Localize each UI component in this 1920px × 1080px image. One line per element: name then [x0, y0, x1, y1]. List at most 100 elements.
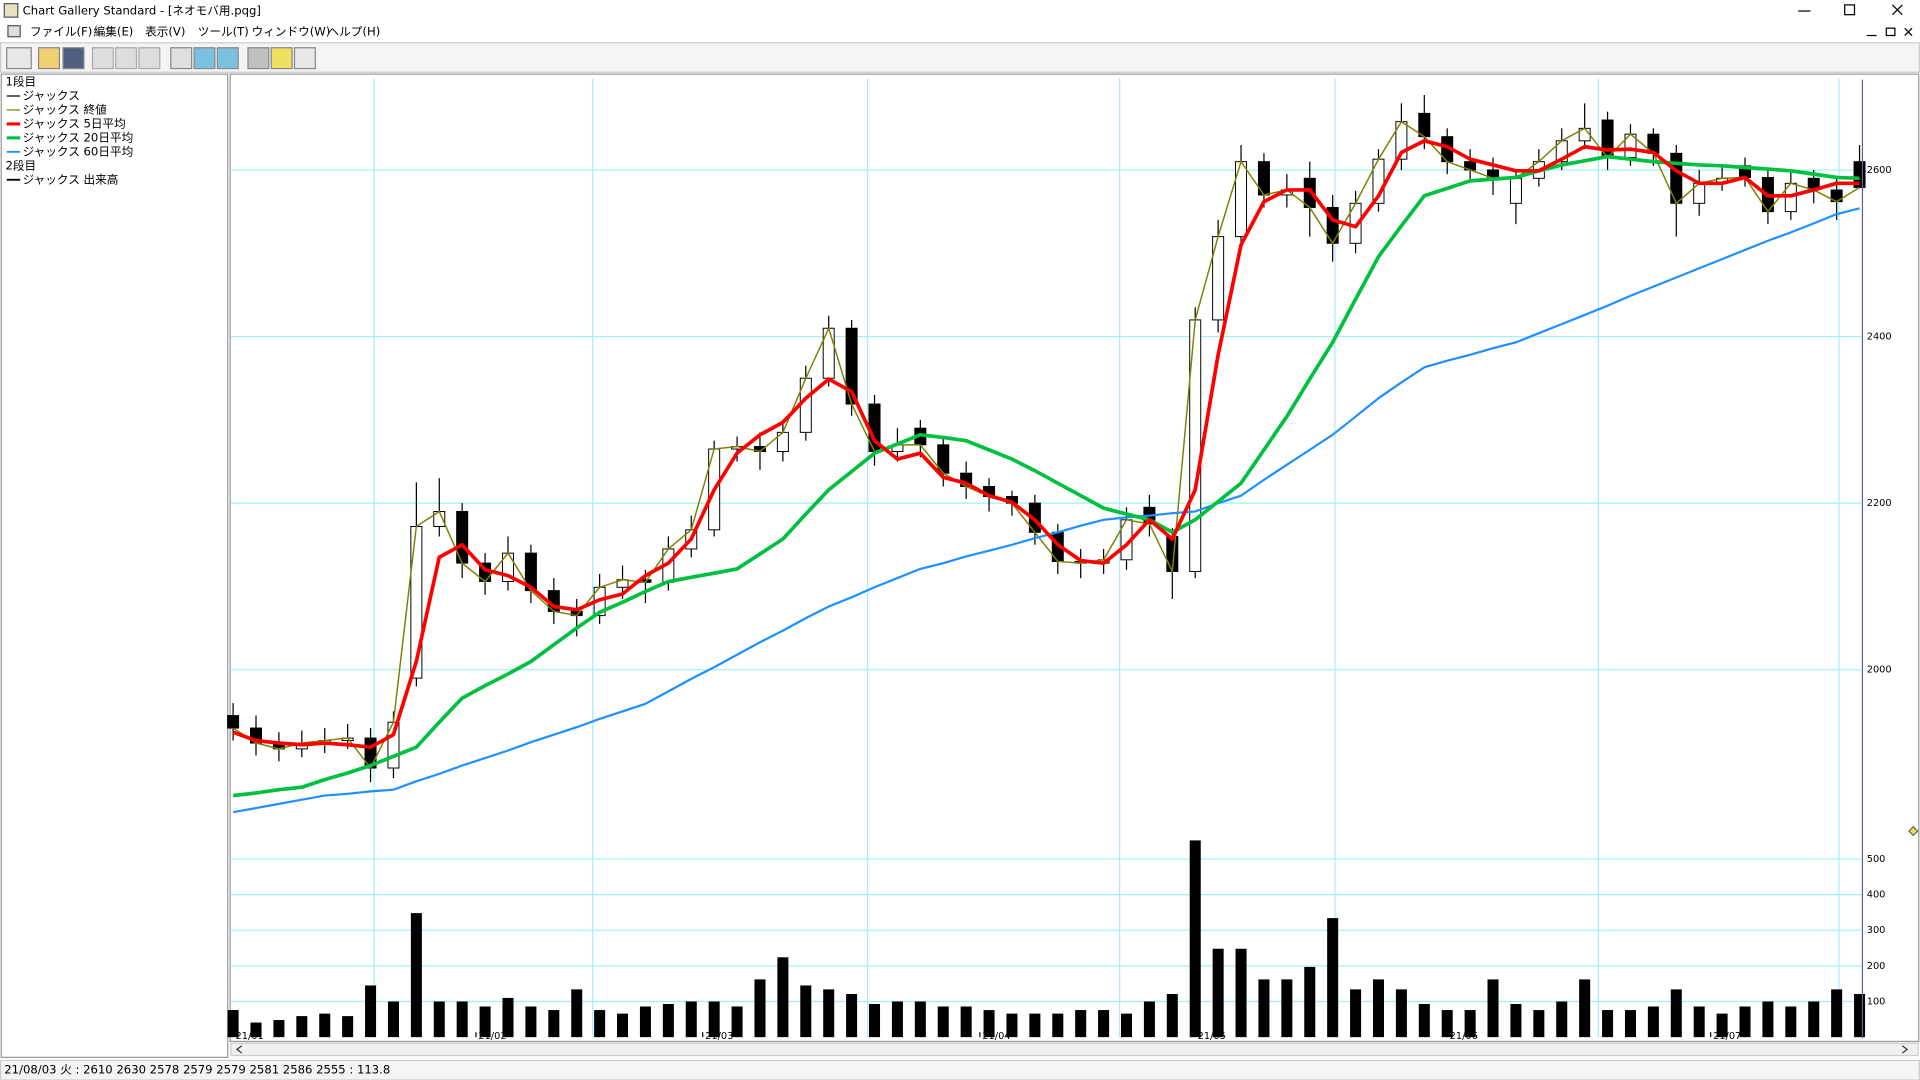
volume-bar	[617, 1013, 629, 1038]
volume-bar	[1510, 1003, 1522, 1038]
scroll-right[interactable]	[1901, 1045, 1909, 1054]
scrollbar[interactable]	[230, 1042, 1919, 1057]
volume-bar	[250, 1022, 262, 1038]
volume-bar	[479, 1006, 491, 1038]
toolbar-button[interactable]	[37, 47, 60, 70]
mdi-close[interactable]	[1904, 27, 1913, 36]
volume-bar	[960, 1006, 972, 1038]
volume-bar	[1189, 840, 1201, 1038]
volume-bar	[456, 1001, 468, 1038]
volume-bar	[1143, 1001, 1155, 1038]
legend-label: 1段目	[6, 75, 37, 89]
volume-bar	[1350, 989, 1362, 1038]
x-tick-label: 21/02	[478, 1031, 506, 1042]
menu-item[interactable]: ウィンドウ(W)	[252, 24, 331, 38]
legend-label: ジャックス 終値	[23, 102, 108, 116]
toolbar-button[interactable]	[91, 47, 114, 70]
volume-tick-label: 500	[1867, 854, 1886, 865]
legend-panel	[0, 73, 229, 1058]
volume-bar	[1006, 1013, 1018, 1038]
legend-label: ジャックス	[23, 89, 80, 103]
toolbar-button[interactable]	[62, 47, 85, 70]
toolbar-button[interactable]	[138, 47, 161, 70]
menu-item[interactable]: ファイル(F)	[30, 24, 92, 38]
volume-bar	[1464, 1010, 1476, 1038]
moving-average-line	[232, 207, 1860, 814]
volume-bar	[846, 994, 858, 1038]
scroll-left[interactable]	[235, 1045, 243, 1054]
volume-bar	[1831, 989, 1843, 1038]
menu-item[interactable]: 表示(V)	[145, 24, 185, 38]
menu-bar: ファイル(F) 編集(E) 表示(V) ツール(T) ウィンドウ(W)ヘルプ(H)	[30, 24, 380, 38]
toolbar-button[interactable]	[170, 47, 193, 70]
candle-body	[1509, 177, 1522, 204]
toolbar-button[interactable]	[193, 47, 216, 70]
volume-bar	[1579, 979, 1591, 1038]
volume-bar	[1808, 1001, 1820, 1038]
close-button[interactable]	[1892, 4, 1903, 16]
volume-bar	[1052, 1013, 1064, 1038]
toolbar-button[interactable]	[216, 47, 239, 70]
volume-bar	[410, 913, 422, 1038]
volume-bar	[319, 1013, 331, 1038]
y-tick-label: 2200	[1867, 498, 1892, 509]
volume-bar	[685, 1001, 697, 1038]
menu-item[interactable]: 編集(E)	[94, 24, 134, 38]
volume-bar	[800, 985, 812, 1038]
volume-bar	[983, 1010, 995, 1038]
volume-bar	[1304, 966, 1316, 1038]
volume-bar	[227, 1010, 239, 1038]
volume-bar	[273, 1020, 285, 1038]
volume-bar	[1372, 979, 1384, 1038]
volume-bar	[823, 989, 835, 1038]
doc-icon	[7, 25, 21, 38]
toolbar-button[interactable]	[270, 47, 293, 70]
volume-bar	[1281, 979, 1293, 1038]
volume-bar	[1487, 979, 1499, 1038]
volume-bar	[1075, 1010, 1087, 1038]
plot	[227, 95, 1866, 1038]
volume-bar	[342, 1016, 354, 1038]
toolbar-button[interactable]	[6, 47, 32, 70]
candle-body	[1418, 112, 1431, 138]
candle-body	[227, 715, 240, 729]
volume-tick-label: 400	[1867, 890, 1886, 901]
legend-label: ジャックス 5日平均	[23, 116, 126, 130]
volume-bar	[1120, 1013, 1133, 1038]
volume-bar	[571, 989, 583, 1038]
volume-bar	[1098, 1010, 1110, 1038]
toolbar-button[interactable]	[247, 47, 270, 70]
toolbar	[0, 42, 1920, 73]
menu-item[interactable]: ツール(T)	[198, 24, 249, 38]
volume-bar	[708, 1001, 720, 1038]
close-line	[232, 120, 1860, 769]
volume-bar	[1647, 1006, 1659, 1038]
volume-bar	[1029, 1013, 1041, 1038]
volume-bar	[937, 1006, 949, 1038]
toolbar-button[interactable]	[293, 47, 316, 70]
volume-bar	[639, 1006, 651, 1038]
volume-bar	[1327, 918, 1339, 1038]
x-tick-label: 21/01	[236, 1031, 264, 1042]
volume-tick-label: 300	[1867, 925, 1886, 936]
volume-bar	[1395, 989, 1407, 1038]
y-tick-label: 2400	[1867, 332, 1892, 343]
volume-bar	[1212, 948, 1224, 1038]
scroll-marker[interactable]	[1908, 825, 1919, 837]
volume-bar	[1418, 1003, 1430, 1038]
volume-bar	[1854, 994, 1866, 1038]
toolbar-buttons	[6, 47, 316, 70]
volume-bar	[1739, 1006, 1751, 1038]
volume-bar	[777, 957, 789, 1038]
mdi-restore[interactable]	[1885, 27, 1896, 37]
restore-button[interactable]	[1844, 4, 1856, 16]
menu-item[interactable]: ヘルプ(H)	[328, 24, 381, 38]
volume-tick-label: 200	[1867, 961, 1886, 972]
legend-label: 2段目	[6, 158, 37, 172]
volume-bar	[754, 979, 766, 1038]
toolbar-button[interactable]	[115, 47, 138, 70]
volume-bar	[1762, 1001, 1774, 1038]
legend-label: ジャックス 出来高	[23, 172, 119, 186]
app-icon	[3, 3, 19, 18]
